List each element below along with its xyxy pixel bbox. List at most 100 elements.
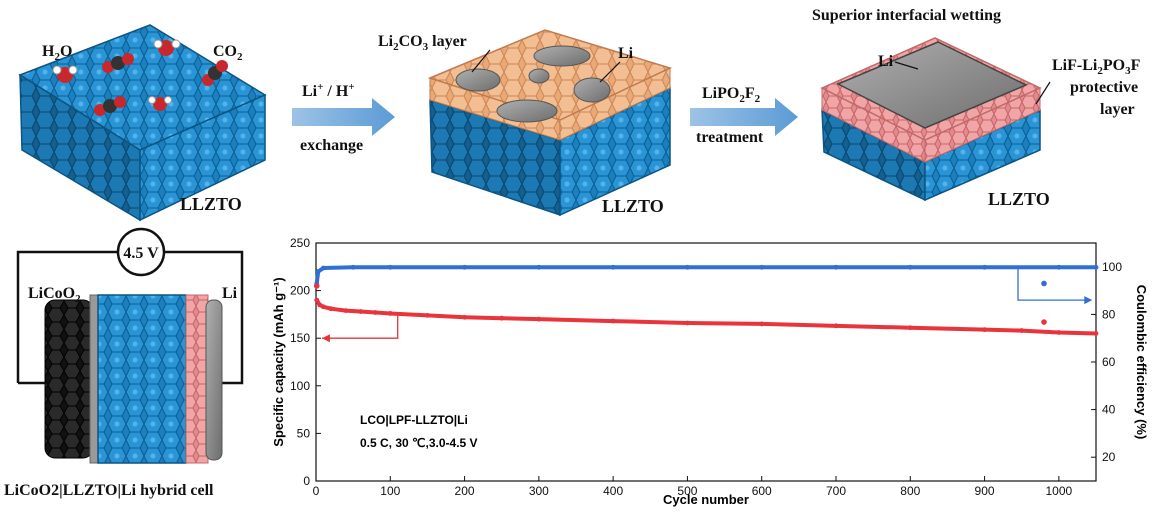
data-point: [387, 264, 393, 270]
cell-caption: LiCoO2|LLZTO|Li hybrid cell: [4, 482, 214, 499]
y-axis-right: 20 40 60 80 100: [1091, 260, 1122, 464]
co2-molecule: [102, 53, 134, 73]
series-layer: [313, 264, 1099, 336]
voltage-label: 4.5 V: [123, 245, 159, 262]
llzto-cube-2: [427, 29, 673, 217]
data-point: [321, 265, 326, 271]
outlier-point: [313, 283, 320, 289]
li2co3-label: Li2CO3 layer: [378, 33, 467, 53]
licoo2-label: LiCoO2: [28, 285, 81, 305]
y-right-tick-label: 40: [1102, 403, 1116, 417]
data-point: [387, 311, 393, 316]
x-tick-label: 500: [677, 484, 697, 498]
li-droplet: [455, 68, 501, 92]
data-point: [833, 264, 839, 270]
llzto-label-1: LLZTO: [180, 194, 242, 214]
x-tick-label: 800: [900, 484, 920, 498]
y-left-tick-label: 50: [297, 426, 311, 440]
right-arrow-icon: [1084, 296, 1093, 305]
data-point: [907, 264, 913, 270]
hybrid-cell-diagram: 4.5 V LiCoO2 Li LiCoO2|LLZTO|Li hybrid c…: [4, 227, 244, 499]
llzto-label-2: LLZTO: [602, 196, 664, 216]
li-h-exchange-label: Li+ / H+: [302, 81, 355, 100]
x-tick-label: 600: [752, 484, 772, 498]
data-point: [759, 321, 765, 327]
leader-line: [471, 49, 491, 73]
li-metal-film: [836, 41, 1028, 129]
li-droplet: [528, 68, 550, 84]
llzto-electrolyte: [97, 294, 187, 464]
data-point: [343, 308, 349, 313]
data-point: [499, 315, 505, 321]
data-point: [982, 327, 987, 333]
panel-pristine-llzto: H2O CO2 LLZTO: [18, 24, 267, 222]
chart-annotation-conditions: 0.5 C, 30 ℃,3.0-4.5 V: [360, 436, 478, 450]
protective-layer-label: LiF-Li2PO3F: [1052, 57, 1141, 77]
capacity-axis-pointer: [321, 313, 399, 339]
axis-indicator-arrows: [321, 269, 1093, 343]
h2o-molecule: [148, 96, 172, 111]
llzto-cube-1: [18, 24, 267, 222]
li-anode-label: Li: [222, 285, 238, 302]
co2-molecule: [202, 60, 228, 86]
x-tick-label: 0: [313, 484, 320, 498]
data-point: [328, 306, 334, 312]
data-point: [350, 264, 356, 270]
x-axis-title: Cycle number: [663, 492, 749, 507]
li-droplet: [496, 99, 558, 123]
protective-layer-label-3: layer: [1100, 101, 1135, 118]
voltmeter: [116, 227, 166, 277]
co2-molecule: [94, 96, 126, 116]
h2o-molecule: [52, 65, 78, 83]
x-tick-label: 400: [603, 484, 623, 498]
right-arrow-icon: [292, 98, 395, 136]
arrow-treatment: LiPO2F2 treatment: [690, 85, 798, 146]
licoo2-cathode: [44, 299, 94, 459]
y-right-tick-label: 60: [1102, 355, 1116, 369]
co2-label: CO2: [213, 43, 243, 63]
data-point: [907, 325, 913, 331]
li-label-2: Li: [618, 45, 634, 62]
x-tick-label: 900: [975, 484, 995, 498]
series-line-efficiency: [314, 265, 1098, 286]
y-axis-left: 0 50 100 150 200 250: [290, 236, 321, 488]
lipo2f2-label: LiPO2F2: [702, 85, 761, 105]
y-left-axis-title: Specific capacity (mAh g⁻¹): [271, 277, 286, 446]
x-tick-label: 300: [529, 484, 549, 498]
y-left-tick-label: 100: [290, 379, 310, 393]
y-right-tick-label: 80: [1102, 307, 1116, 321]
x-tick-label: 200: [455, 484, 475, 498]
data-point: [982, 264, 987, 270]
h2o-label: H2O: [42, 43, 72, 63]
efficiency-axis-pointer: [1017, 269, 1089, 301]
data-point: [358, 309, 363, 314]
external-circuit-wire: [16, 250, 244, 385]
data-point: [315, 269, 321, 274]
y-left-tick-label: 0: [303, 474, 310, 488]
data-point: [610, 264, 616, 270]
llzto-cube-3: [820, 37, 1042, 202]
exchange-label: exchange: [300, 137, 363, 154]
data-point: [610, 318, 616, 324]
outlier-point: [1041, 319, 1047, 325]
data-point: [1019, 328, 1025, 333]
leader-line: [599, 61, 621, 83]
y-right-tick-label: 20: [1102, 450, 1116, 464]
data-point: [685, 320, 690, 326]
protective-layer-label-2: protective: [1070, 79, 1138, 96]
data-point: [425, 312, 430, 318]
x-tick-label: 1000: [1046, 484, 1073, 498]
left-arrow-icon: [321, 334, 330, 343]
cycling-chart: 0 100 200 300 400 500 600 700 800 900 1000 0 50 100 1…: [271, 236, 1149, 507]
data-point: [314, 297, 320, 303]
leader-line: [894, 61, 919, 70]
li-droplet: [533, 45, 591, 67]
data-point: [1093, 331, 1099, 336]
chart-annotation-cell: LCO|LPF-LLZTO|Li: [360, 413, 468, 427]
data-point: [321, 304, 326, 310]
llzto-label-3: LLZTO: [988, 189, 1050, 209]
li-droplet: [573, 77, 611, 103]
x-tick-label: 700: [826, 484, 846, 498]
current-collector: [89, 294, 99, 464]
